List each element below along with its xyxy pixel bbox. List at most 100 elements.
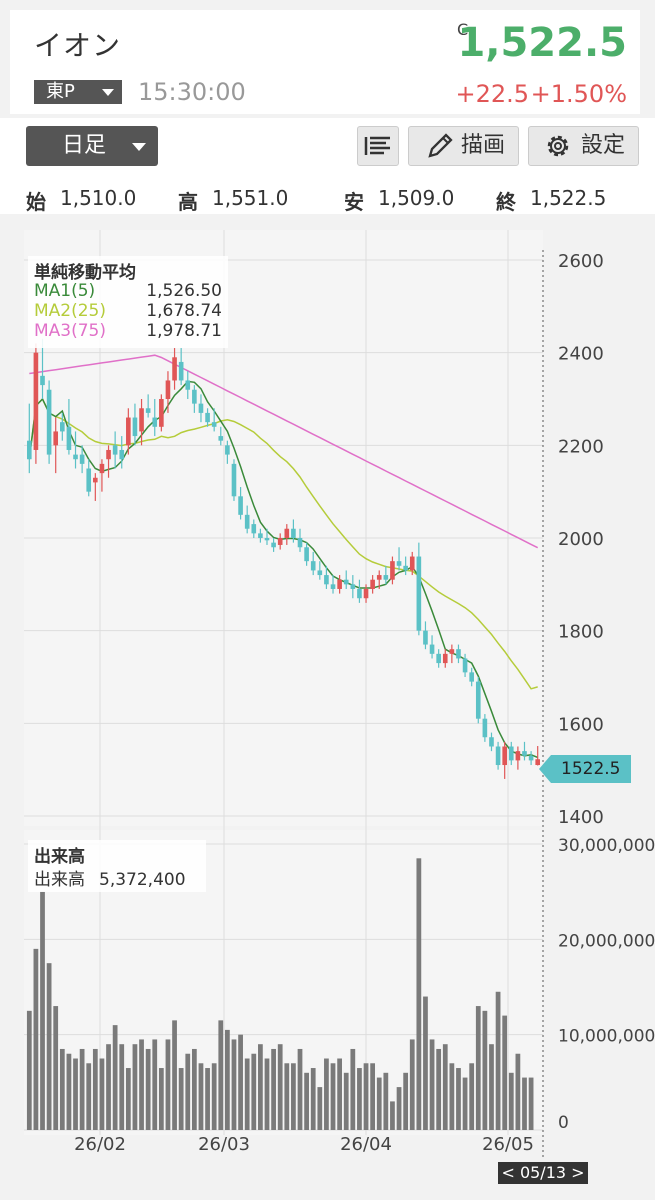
volume-bar: [139, 1039, 144, 1130]
candle-body: [396, 561, 402, 566]
volume-bar: [86, 1063, 92, 1130]
volume-legend-title: 出来高: [34, 847, 85, 867]
candle: [251, 519, 257, 538]
volume-bar: [73, 1058, 78, 1130]
candle-body: [291, 528, 296, 538]
candle: [185, 371, 191, 399]
candle: [284, 524, 290, 545]
candle-body: [132, 417, 138, 437]
volume-bar: [225, 1029, 230, 1130]
candle-body: [390, 561, 395, 580]
volume-bar: [125, 1068, 131, 1130]
volume-label: 出来高: [34, 870, 85, 890]
candle: [383, 565, 389, 585]
volume-bar: [429, 1039, 435, 1130]
volume-bar: [291, 1063, 296, 1130]
candle-body: [535, 759, 541, 766]
volume-bar: [258, 1044, 263, 1130]
candle-body: [442, 653, 448, 664]
candle-body: [178, 361, 184, 381]
volume-bar: [456, 1068, 461, 1130]
volume-bar: [324, 1058, 329, 1130]
candle: [376, 570, 382, 589]
candle-body: [403, 565, 408, 571]
candle: [139, 399, 144, 446]
volume-bar: [337, 1058, 342, 1130]
volume-bar: [26, 1010, 32, 1130]
volume-bar: [145, 1048, 151, 1130]
candle-body: [449, 649, 455, 654]
price-tick-label: 2200: [558, 436, 604, 457]
candle: [343, 570, 349, 589]
candle: [489, 732, 494, 752]
draw-label: 描画: [461, 133, 506, 158]
candle: [423, 621, 428, 650]
candle-body: [66, 426, 72, 450]
volume-bar: [185, 1053, 191, 1130]
candle-body: [86, 468, 92, 492]
date-scroller[interactable]: < 05/13 >: [498, 1162, 588, 1184]
candle-body: [205, 412, 210, 423]
volume-bar: [119, 1044, 125, 1130]
x-tick-label: 26/05: [482, 1134, 534, 1155]
candle-body: [159, 399, 164, 427]
stock-chart[interactable]: 2600 2400 2200 2000 1800 1600 1400 30,000,000 20…: [0, 214, 655, 1200]
candle: [515, 746, 521, 770]
candle: [145, 394, 151, 418]
settings-label: 設定: [581, 133, 626, 158]
candle: [350, 575, 356, 599]
candle-body: [330, 584, 336, 589]
volume-bar: [390, 1101, 395, 1130]
volume-bar: [304, 1072, 309, 1130]
candle: [106, 445, 111, 478]
low-value: 1,509.0: [378, 186, 455, 210]
settings-button[interactable]: 設定: [528, 126, 639, 166]
candle-body: [225, 445, 230, 455]
draw-button[interactable]: 描画: [408, 126, 519, 166]
candle-body: [370, 579, 375, 589]
candle-body: [258, 533, 263, 538]
candle-body: [297, 538, 303, 548]
candle: [304, 542, 309, 566]
candle-body: [482, 718, 488, 738]
candle-body: [284, 528, 290, 538]
volume-bar: [357, 1068, 362, 1130]
candle-body: [126, 417, 131, 446]
period-selector[interactable]: 日足: [26, 126, 158, 166]
candle-body: [185, 380, 191, 390]
volume-bar: [218, 1020, 224, 1130]
open-label: 始: [26, 190, 46, 214]
candle: [297, 528, 303, 552]
candle-body: [93, 477, 98, 483]
price-change: +22.5: [455, 80, 529, 108]
price-change-percent: +1.50%: [530, 80, 627, 108]
volume-tick-label: 10,000,000: [558, 1027, 655, 1047]
candle: [396, 547, 402, 571]
candle: [225, 440, 230, 464]
indicator-list-button[interactable]: [357, 126, 399, 166]
volume-bar: [46, 963, 52, 1130]
candle-body: [456, 649, 461, 659]
candle-body: [462, 658, 468, 673]
ma2-value: 1,678.74: [146, 301, 222, 321]
candle: [535, 746, 541, 766]
candle: [86, 459, 92, 497]
candle: [60, 412, 65, 441]
candle: [495, 741, 501, 770]
volume-bar: [244, 1058, 250, 1130]
volume-bar: [350, 1048, 356, 1130]
candle-body: [192, 389, 197, 404]
candle-body: [218, 436, 224, 441]
volume-bar: [251, 1053, 257, 1130]
candle-body: [337, 579, 342, 589]
high-label: 高: [178, 190, 198, 214]
price-tick-label: 2400: [558, 344, 604, 365]
candle: [357, 579, 362, 603]
volume-tick-label: 0: [558, 1113, 569, 1133]
market-selector[interactable]: 東P: [34, 80, 122, 104]
volume-bar: [92, 1048, 98, 1130]
candle-body: [383, 575, 389, 580]
candle-body: [79, 454, 85, 464]
candle: [26, 403, 32, 474]
candle: [178, 348, 184, 386]
